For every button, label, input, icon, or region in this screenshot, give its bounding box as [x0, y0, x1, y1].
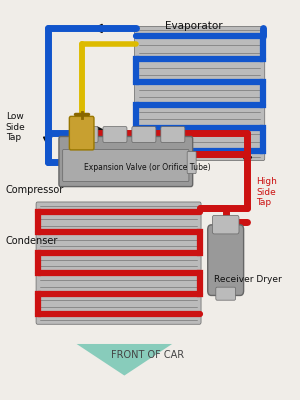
FancyBboxPatch shape [187, 152, 196, 174]
FancyBboxPatch shape [216, 287, 236, 300]
FancyBboxPatch shape [63, 150, 189, 182]
Polygon shape [76, 344, 172, 376]
Text: High
Side
Tap: High Side Tap [256, 177, 277, 207]
FancyBboxPatch shape [59, 136, 193, 186]
Text: Evaporator: Evaporator [165, 20, 223, 30]
Text: Expansion Valve (or Orifice Tube): Expansion Valve (or Orifice Tube) [84, 162, 211, 172]
Text: Low
Side
Tap: Low Side Tap [6, 112, 26, 142]
Text: FRONT OF CAR: FRONT OF CAR [111, 350, 184, 360]
Text: Compressor: Compressor [6, 185, 64, 195]
Text: Condenser: Condenser [6, 236, 58, 246]
Text: Receiver Dryer: Receiver Dryer [214, 275, 282, 284]
FancyBboxPatch shape [132, 127, 156, 142]
FancyBboxPatch shape [69, 116, 94, 150]
FancyBboxPatch shape [134, 26, 265, 160]
FancyBboxPatch shape [36, 202, 201, 324]
FancyBboxPatch shape [212, 215, 239, 234]
FancyBboxPatch shape [74, 127, 98, 142]
FancyBboxPatch shape [161, 127, 185, 142]
FancyBboxPatch shape [208, 225, 244, 296]
FancyBboxPatch shape [103, 127, 127, 142]
